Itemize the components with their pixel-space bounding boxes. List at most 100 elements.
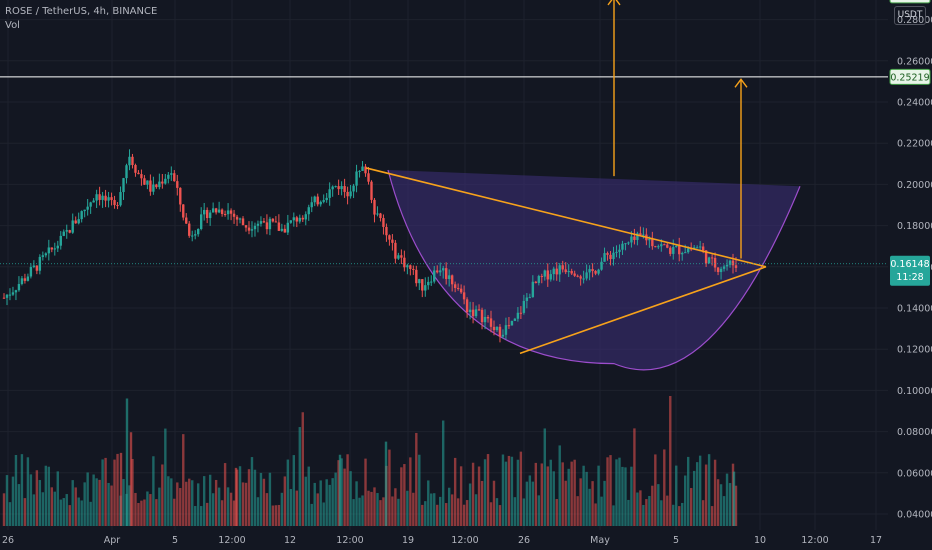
candle-body <box>495 326 499 331</box>
candle-body <box>642 234 645 236</box>
candle-body <box>331 186 334 190</box>
volume-bar <box>558 445 561 526</box>
volume-bar <box>349 471 352 526</box>
time-tick-label: May <box>590 535 610 546</box>
candle-body <box>316 196 319 205</box>
candle-body <box>134 165 137 173</box>
volume-bar <box>624 467 627 526</box>
volume-bar <box>453 457 457 526</box>
volume-bar <box>376 493 379 526</box>
candle-body <box>486 316 490 319</box>
volume-bar <box>534 462 538 526</box>
volume-indicator-label[interactable]: Vol <box>5 20 20 31</box>
candle-body <box>355 171 358 186</box>
volume-bar <box>173 498 176 526</box>
volume-bar <box>403 464 406 526</box>
volume-bar <box>340 458 343 526</box>
volume-bar <box>471 462 475 526</box>
candle-body <box>465 299 469 313</box>
candle-body <box>110 197 113 201</box>
volume-bar <box>549 459 552 526</box>
volume-bar <box>185 481 188 526</box>
candle-body <box>361 166 364 171</box>
candle-body <box>256 223 260 226</box>
candle-body <box>681 253 684 255</box>
candle-body <box>77 219 80 224</box>
candle-body <box>143 178 146 185</box>
volume-bar <box>298 427 301 526</box>
volume-bar <box>164 428 167 526</box>
candle-body <box>433 270 436 282</box>
volume-bar <box>612 505 615 526</box>
candle-body <box>609 254 612 260</box>
volume-bar <box>698 455 702 526</box>
candle-body <box>83 209 86 212</box>
candle-body <box>594 270 597 274</box>
candle-body <box>579 276 582 279</box>
candle-body <box>352 185 355 192</box>
volume-bar <box>525 481 529 526</box>
candle-body <box>241 218 245 226</box>
volume-bar <box>289 489 293 526</box>
volume-bar <box>232 500 236 526</box>
volume-bar <box>504 461 508 526</box>
candle-body <box>95 194 98 201</box>
candle-body <box>364 166 367 174</box>
volume-bar <box>202 476 206 526</box>
candle-body <box>107 197 110 201</box>
volume-bar <box>179 488 182 526</box>
candle-body <box>191 235 194 237</box>
volume-bar <box>268 472 272 526</box>
currency-button[interactable]: USDT <box>894 6 926 25</box>
volume-bar <box>704 464 708 526</box>
volume-bar <box>307 466 310 526</box>
volume-bar <box>29 474 33 526</box>
candle-body <box>669 247 672 254</box>
volume-bar <box>394 488 397 526</box>
volume-bar <box>546 466 549 526</box>
volume-bar <box>642 504 645 526</box>
candle-body <box>675 245 678 248</box>
volume-bar <box>194 506 197 526</box>
candle-body <box>208 212 212 219</box>
candle-body <box>140 174 143 179</box>
volume-bar <box>707 454 711 526</box>
volume-bar <box>582 465 585 526</box>
candle-body <box>597 269 600 274</box>
candle-body <box>328 189 331 198</box>
candle-body <box>382 218 385 227</box>
candle-body <box>220 209 224 214</box>
candle-body <box>615 251 618 253</box>
volume-bar <box>555 499 558 526</box>
volume-bar <box>283 476 287 526</box>
candle-body <box>164 178 167 184</box>
volume-bar <box>370 491 373 526</box>
volume-bar <box>361 495 364 526</box>
current-price-label: 0.16148 <box>890 259 929 270</box>
time-axis[interactable]: 26 Apr 5 12:00 12 12:00 19 12:00 26 May 5 10 12:00 17 <box>0 530 932 550</box>
volume-bar <box>59 499 62 526</box>
volume-bar <box>507 455 511 526</box>
volume-bar <box>274 505 278 526</box>
volume-bar <box>262 478 266 526</box>
volume-bar <box>337 460 340 526</box>
candle-body <box>62 231 65 236</box>
candle-body <box>197 228 200 235</box>
volume-bar <box>23 498 27 526</box>
candle-body <box>26 276 30 281</box>
symbol-title[interactable]: ROSE / TetherUS, 4h, BINANCE <box>5 6 158 17</box>
candle-body <box>567 271 570 273</box>
volume-bar <box>338 454 342 526</box>
volume-bar <box>146 491 149 526</box>
volume-bar <box>119 452 123 526</box>
candle-body <box>672 247 675 254</box>
candle-body <box>633 236 636 240</box>
volume-bar <box>38 480 42 526</box>
volume-bar <box>528 475 532 526</box>
candle-body <box>459 288 463 293</box>
volume-bar <box>2 493 6 526</box>
